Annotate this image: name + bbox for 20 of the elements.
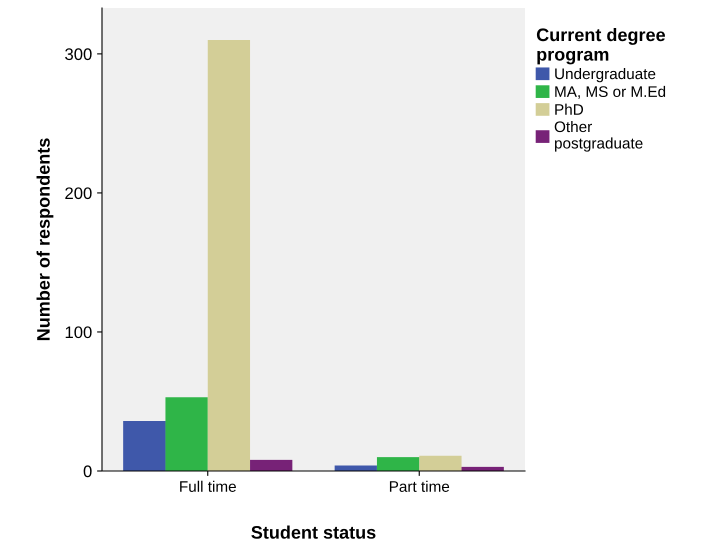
y-tick-label: 300 <box>65 48 92 60</box>
bar <box>165 397 208 471</box>
x-axis-title: Student status <box>251 526 376 539</box>
legend-label: PhD <box>555 104 584 115</box>
bar <box>419 456 462 471</box>
bar <box>123 420 166 471</box>
legend-label: Undergraduate <box>555 68 656 82</box>
bar <box>376 457 420 471</box>
legend-title: Current degree program <box>536 28 665 64</box>
x-tick-label: Part time <box>390 480 450 492</box>
y-tick-label: 0 <box>84 465 92 478</box>
legend-label: MA, MS or M.Ed <box>555 86 666 99</box>
y-axis-title: Number of respondents <box>36 138 54 340</box>
x-tick-label: Full time <box>180 480 236 492</box>
legend-label: Other postgraduate <box>554 120 643 152</box>
bar <box>250 460 292 471</box>
bar <box>208 40 250 471</box>
bar <box>334 465 377 471</box>
y-tick-label: 100 <box>66 326 92 338</box>
y-tick-label: 200 <box>65 187 92 200</box>
